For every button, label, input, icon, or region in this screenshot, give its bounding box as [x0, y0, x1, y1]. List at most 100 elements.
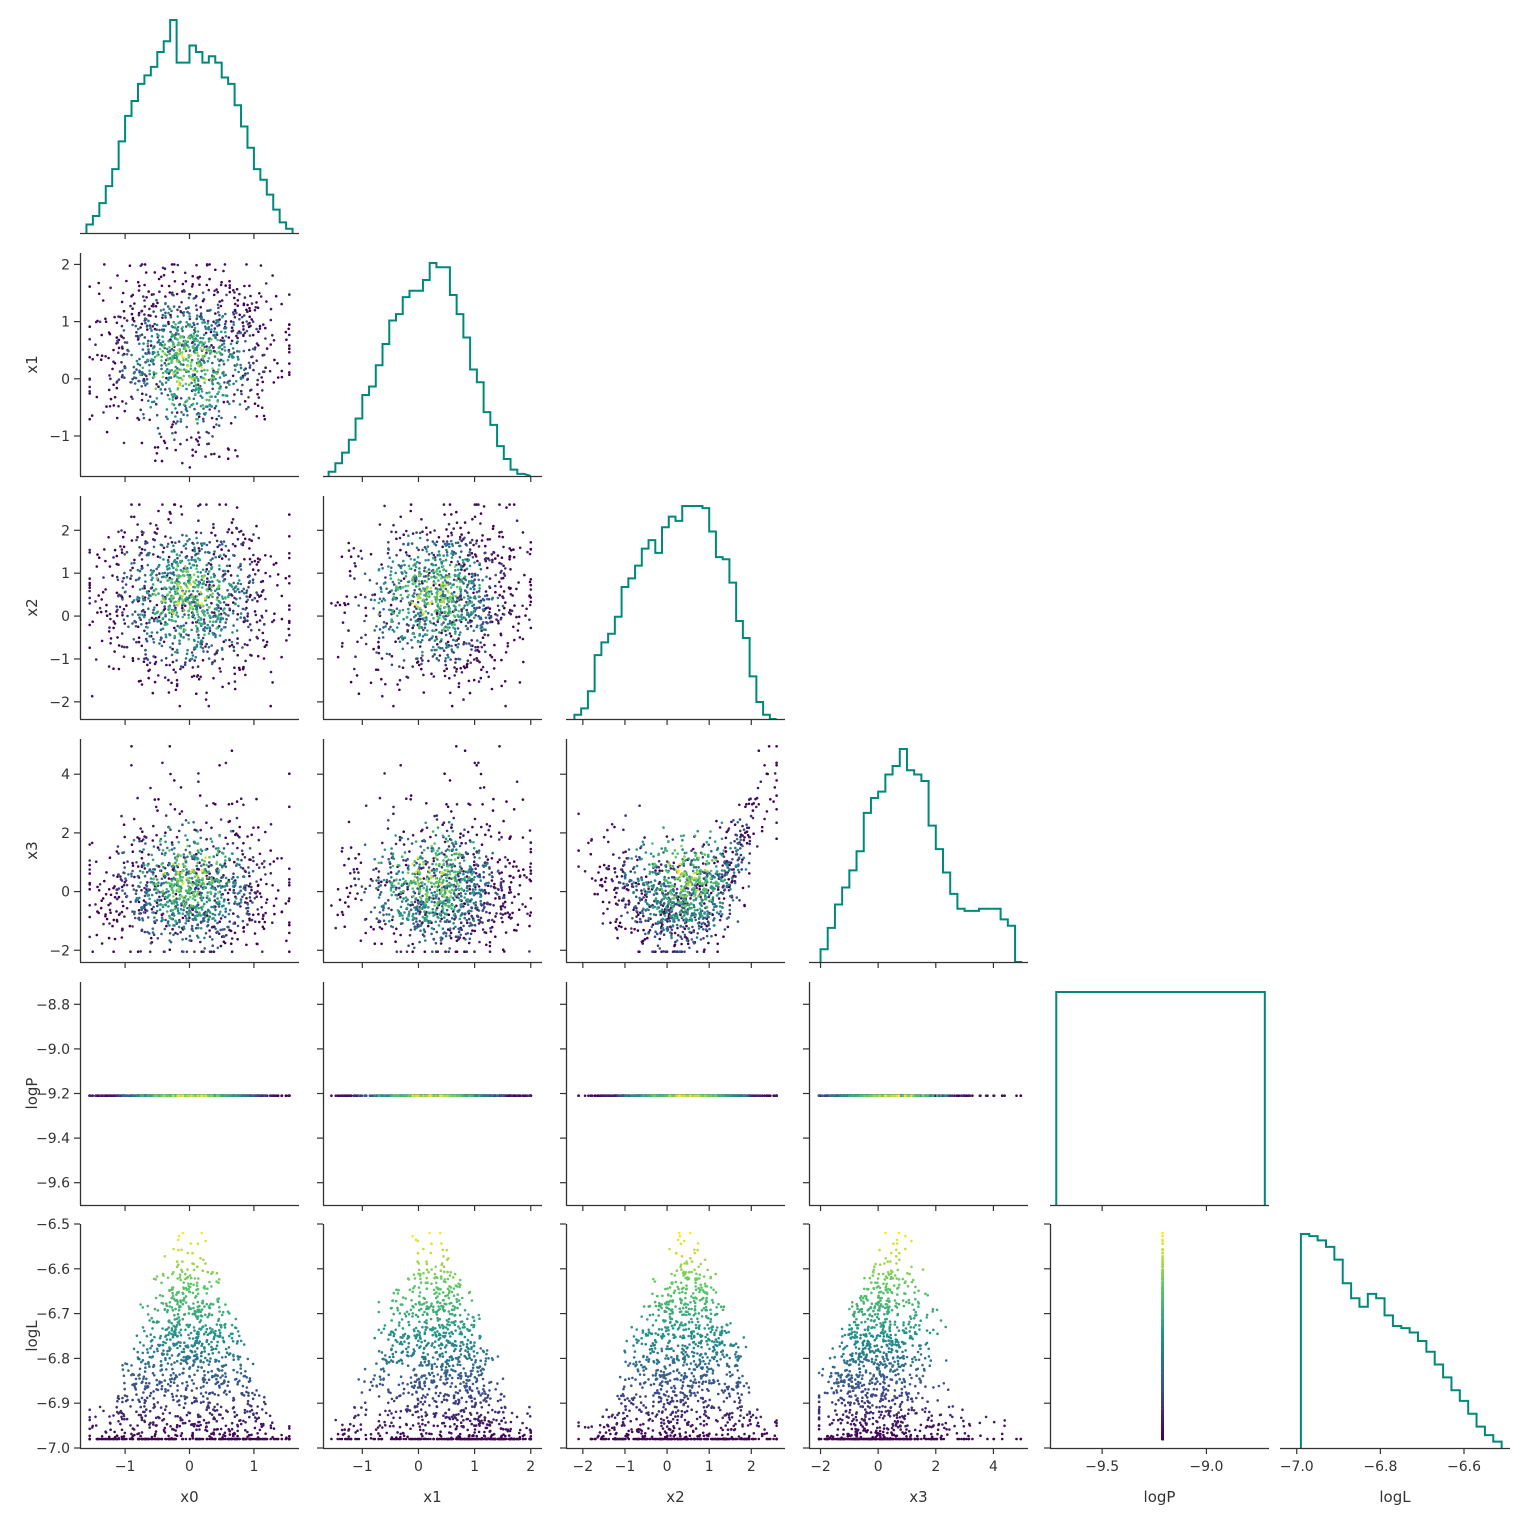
scatter-point [480, 539, 484, 542]
scatter-point [189, 354, 193, 357]
scatter-point [445, 602, 449, 606]
scatter-point [264, 830, 267, 834]
scatter-point [390, 654, 394, 658]
scatter-point [104, 610, 108, 613]
scatter-point [227, 549, 230, 552]
scatter-point [146, 893, 150, 897]
scatter-point [197, 391, 200, 394]
scatter-point [363, 619, 366, 623]
scatter-point [143, 629, 146, 633]
scatter-point [259, 580, 263, 584]
scatter-point [257, 628, 261, 632]
scatter-point [185, 369, 188, 372]
scatter-point [182, 544, 186, 548]
scatter-point [164, 381, 168, 384]
scatter-point [457, 685, 461, 689]
scatter-point [212, 855, 216, 858]
scatter-point [447, 522, 451, 526]
scatter-point [224, 621, 227, 624]
scatter-point [151, 839, 155, 842]
scatter-point [454, 643, 458, 647]
scatter-point [159, 638, 162, 642]
scatter-point [463, 575, 467, 578]
scatter-point [181, 823, 184, 826]
scatter-point [155, 323, 159, 327]
scatter-point [175, 856, 179, 859]
scatter-point [221, 336, 224, 340]
scatter-point [218, 764, 221, 767]
scatter-point [460, 550, 463, 553]
scatter-point [425, 618, 428, 622]
scatter-point [489, 930, 493, 933]
scatter-point [229, 574, 233, 577]
scatter-point [377, 881, 381, 885]
scatter-point [163, 605, 166, 608]
scatter-point [195, 934, 199, 938]
scatter-point [180, 550, 183, 554]
scatter-point [207, 585, 211, 589]
scatter-point [219, 863, 222, 866]
scatter-point [233, 672, 237, 676]
scatter-point [451, 594, 455, 598]
scatter-point [411, 632, 415, 635]
scatter-point [148, 635, 151, 638]
scatter-point [274, 897, 278, 900]
scatter-point [120, 645, 124, 648]
scatter-point [390, 530, 393, 534]
scatter-point [288, 371, 291, 374]
scatter-point [144, 321, 147, 325]
scatter-point [182, 853, 186, 856]
scatter-point [151, 360, 154, 364]
scatter-point [187, 559, 190, 562]
scatter-point [211, 917, 214, 920]
scatter-point [230, 594, 234, 597]
scatter-point [288, 881, 291, 884]
scatter-point [164, 535, 167, 538]
scatter-point [212, 346, 215, 350]
scatter-point [433, 595, 436, 599]
scatter-point [177, 601, 181, 605]
scatter-point [140, 398, 144, 402]
scatter-point [195, 386, 198, 389]
scatter-point [452, 638, 455, 642]
scatter-point [216, 849, 220, 853]
scatter-point [135, 538, 138, 542]
scatter-point [139, 264, 142, 268]
scatter-point [194, 383, 198, 387]
scatter-point [142, 413, 145, 416]
scatter-point [238, 891, 241, 894]
scatter-point [288, 333, 291, 337]
scatter-point [117, 852, 120, 855]
scatter-point [460, 617, 464, 621]
scatter-point [429, 590, 433, 593]
scatter-point [155, 603, 159, 607]
scatter-point [490, 687, 494, 691]
scatter-point [224, 761, 228, 765]
scatter-point [154, 387, 158, 391]
scatter-point [124, 877, 127, 880]
scatter-point [112, 620, 116, 623]
scatter-point [235, 597, 238, 601]
scatter-point [191, 666, 195, 669]
scatter-point [214, 908, 217, 912]
scatter-point [161, 596, 165, 600]
scatter-point [197, 926, 200, 930]
scatter-point [241, 607, 245, 611]
scatter-point [512, 808, 516, 811]
scatter-point [239, 562, 242, 566]
scatter-point [191, 883, 194, 887]
scatter-point [88, 596, 91, 600]
scatter-point [430, 551, 434, 555]
scatter-point [210, 826, 213, 830]
scatter-point [460, 566, 463, 569]
scatter-point [143, 584, 146, 588]
scatter-point [404, 584, 408, 588]
scatter-point [148, 897, 151, 901]
scatter-point [401, 586, 405, 589]
scatter-point [515, 519, 519, 522]
scatter-point [222, 934, 225, 938]
scatter-point [193, 914, 196, 918]
scatter-point [180, 352, 183, 356]
scatter-point [480, 629, 483, 633]
scatter-point [191, 388, 195, 392]
